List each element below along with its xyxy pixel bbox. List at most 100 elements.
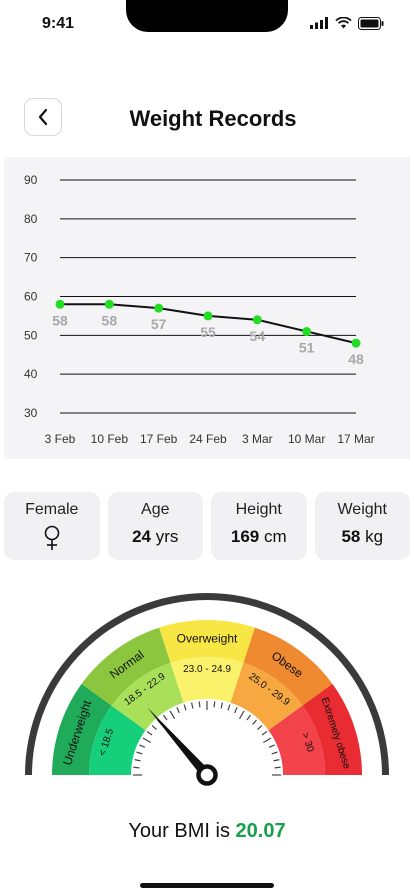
- x-tick-label: 24 Feb: [189, 432, 227, 446]
- x-tick-label: 17 Mar: [337, 432, 374, 446]
- stats-row: Female Age 24 yrs Height 169 cm Weight 5…: [4, 492, 410, 560]
- data-point[interactable]: [351, 338, 361, 348]
- gauge-tick: [252, 719, 257, 725]
- gauge-tick: [133, 766, 140, 769]
- x-tick-label: 17 Feb: [140, 432, 178, 446]
- y-tick-label: 30: [24, 406, 38, 420]
- gauge-tick: [176, 707, 180, 714]
- gauge-tick: [183, 704, 187, 711]
- gauge-segment-inner: [170, 657, 244, 703]
- gender-label: Female: [25, 501, 79, 518]
- gauge-tick: [238, 710, 245, 720]
- gauge-tick: [261, 731, 268, 736]
- data-point[interactable]: [302, 326, 312, 336]
- status-icons: [310, 16, 384, 30]
- gauge-tick: [142, 737, 152, 744]
- status-bar: 9:41: [0, 0, 414, 50]
- data-label: 57: [151, 316, 167, 332]
- data-label: 55: [200, 324, 216, 340]
- weight-chart: 90 80 70 60 50 40 30 3 Feb 10 Feb 17 Feb 24 Feb 3 M…: [4, 157, 410, 459]
- gauge-tick: [271, 751, 278, 755]
- y-tick-label: 50: [24, 328, 38, 342]
- gauge-tick: [191, 702, 194, 709]
- stat-card-gender: Female: [4, 492, 100, 560]
- y-tick-label: 90: [24, 173, 38, 187]
- gauge-segment: [243, 627, 333, 706]
- gauge-tick: [262, 737, 272, 744]
- gauge-segment: [302, 683, 362, 775]
- gauge-tick: [274, 766, 281, 769]
- gauge-tick: [213, 701, 216, 708]
- y-tick-label: 70: [24, 251, 38, 265]
- x-tick-label: 3 Feb: [45, 432, 76, 446]
- age-label: Age: [141, 501, 170, 518]
- gauge-tick: [134, 759, 141, 762]
- page-title: Weight Records: [129, 106, 297, 131]
- device-notch: [126, 0, 288, 32]
- stat-card-weight: Weight 58 kg: [314, 492, 410, 560]
- y-tick-label: 40: [24, 367, 38, 381]
- back-button[interactable]: [24, 98, 62, 136]
- gauge-segment: [52, 683, 112, 775]
- data-label: 48: [348, 351, 364, 367]
- stat-card-height: Height 169 cm: [211, 492, 307, 560]
- female-icon: [44, 525, 60, 550]
- data-label: 58: [52, 312, 68, 328]
- bmi-prefix: Your BMI is: [128, 820, 230, 842]
- header: Weight Records: [0, 96, 414, 140]
- gauge-segment: [159, 620, 255, 663]
- age-value: 24 yrs: [132, 527, 179, 546]
- bmi-gauge: Underweight < 18.5 Normal 18.5 - 22.9 Overwe…: [0, 590, 414, 790]
- gauge-tick: [220, 702, 223, 709]
- gauge-tick: [234, 707, 238, 714]
- chart-canvas: 90 80 70 60 50 40 30 3 Feb 10 Feb 17 Feb 24 Feb 3 M…: [24, 173, 375, 446]
- weight-value: 58 kg: [341, 527, 384, 546]
- gauge-tick: [246, 714, 251, 721]
- data-label: 51: [299, 339, 315, 355]
- gauge-tick: [268, 744, 275, 748]
- gauge-segment-range: 23.0 - 24.9: [183, 664, 231, 675]
- bmi-result: Your BMI is 20.07: [0, 820, 414, 843]
- data-point[interactable]: [252, 315, 262, 325]
- gauge-inner-disk: [131, 699, 283, 775]
- data-label: 54: [250, 328, 266, 344]
- y-tick-label: 80: [24, 212, 38, 226]
- gauge-tick: [257, 725, 263, 730]
- gauge-tick: [273, 759, 280, 762]
- gauge-tick: [227, 704, 231, 711]
- home-indicator: [140, 883, 274, 888]
- status-time: 9:41: [42, 15, 75, 32]
- data-point[interactable]: [55, 299, 65, 309]
- signal-icon: [310, 17, 328, 29]
- stat-card-age: Age 24 yrs: [107, 492, 203, 560]
- gauge-tick: [163, 714, 168, 721]
- gauge-tick: [146, 731, 153, 736]
- wifi-icon: [335, 17, 352, 29]
- data-point[interactable]: [154, 303, 164, 313]
- data-point[interactable]: [104, 299, 114, 309]
- gauge-hub: [196, 764, 218, 786]
- x-tick-label: 3 Mar: [242, 432, 273, 446]
- gauge-tick: [136, 751, 143, 755]
- gauge-tick: [169, 710, 176, 720]
- x-tick-label: 10 Feb: [91, 432, 129, 446]
- gauge-segment-inner: [268, 705, 325, 775]
- x-tick-label: 10 Mar: [288, 432, 325, 446]
- height-value: 169 cm: [230, 527, 287, 546]
- gauge-tick: [198, 701, 201, 708]
- bmi-value: 20.07: [235, 820, 286, 842]
- data-label: 58: [102, 312, 118, 328]
- data-point[interactable]: [203, 311, 213, 321]
- weight-label: Weight: [337, 501, 387, 518]
- gauge-needle: [147, 707, 211, 779]
- battery-icon: [358, 16, 384, 30]
- height-label: Height: [235, 501, 282, 518]
- gauge-tick: [139, 744, 146, 748]
- gauge-segment-inner: [111, 662, 184, 731]
- gauge-segment-inner: [89, 705, 146, 775]
- gauge-segment-inner: [230, 662, 303, 731]
- gauge-segment-name: Overweight: [177, 632, 238, 646]
- y-tick-label: 60: [24, 290, 38, 304]
- chevron-left-icon: [38, 108, 48, 126]
